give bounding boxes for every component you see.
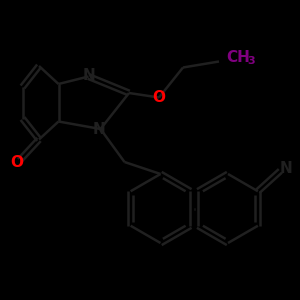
Text: N: N bbox=[82, 68, 95, 82]
Text: 3: 3 bbox=[247, 56, 254, 67]
Text: N: N bbox=[279, 161, 292, 176]
Text: O: O bbox=[10, 155, 23, 170]
Text: N: N bbox=[93, 122, 105, 136]
Text: CH: CH bbox=[226, 50, 250, 64]
Text: O: O bbox=[152, 90, 166, 105]
